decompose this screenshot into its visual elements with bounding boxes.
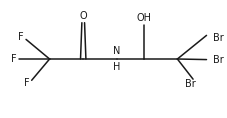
Text: F: F	[17, 32, 23, 42]
Text: Br: Br	[185, 79, 195, 89]
Text: F: F	[24, 78, 30, 88]
Text: N: N	[113, 46, 120, 56]
Text: OH: OH	[136, 13, 151, 23]
Text: Br: Br	[212, 33, 223, 43]
Text: F: F	[11, 54, 17, 64]
Text: Br: Br	[212, 55, 223, 65]
Text: O: O	[79, 11, 87, 21]
Text: H: H	[113, 62, 120, 72]
